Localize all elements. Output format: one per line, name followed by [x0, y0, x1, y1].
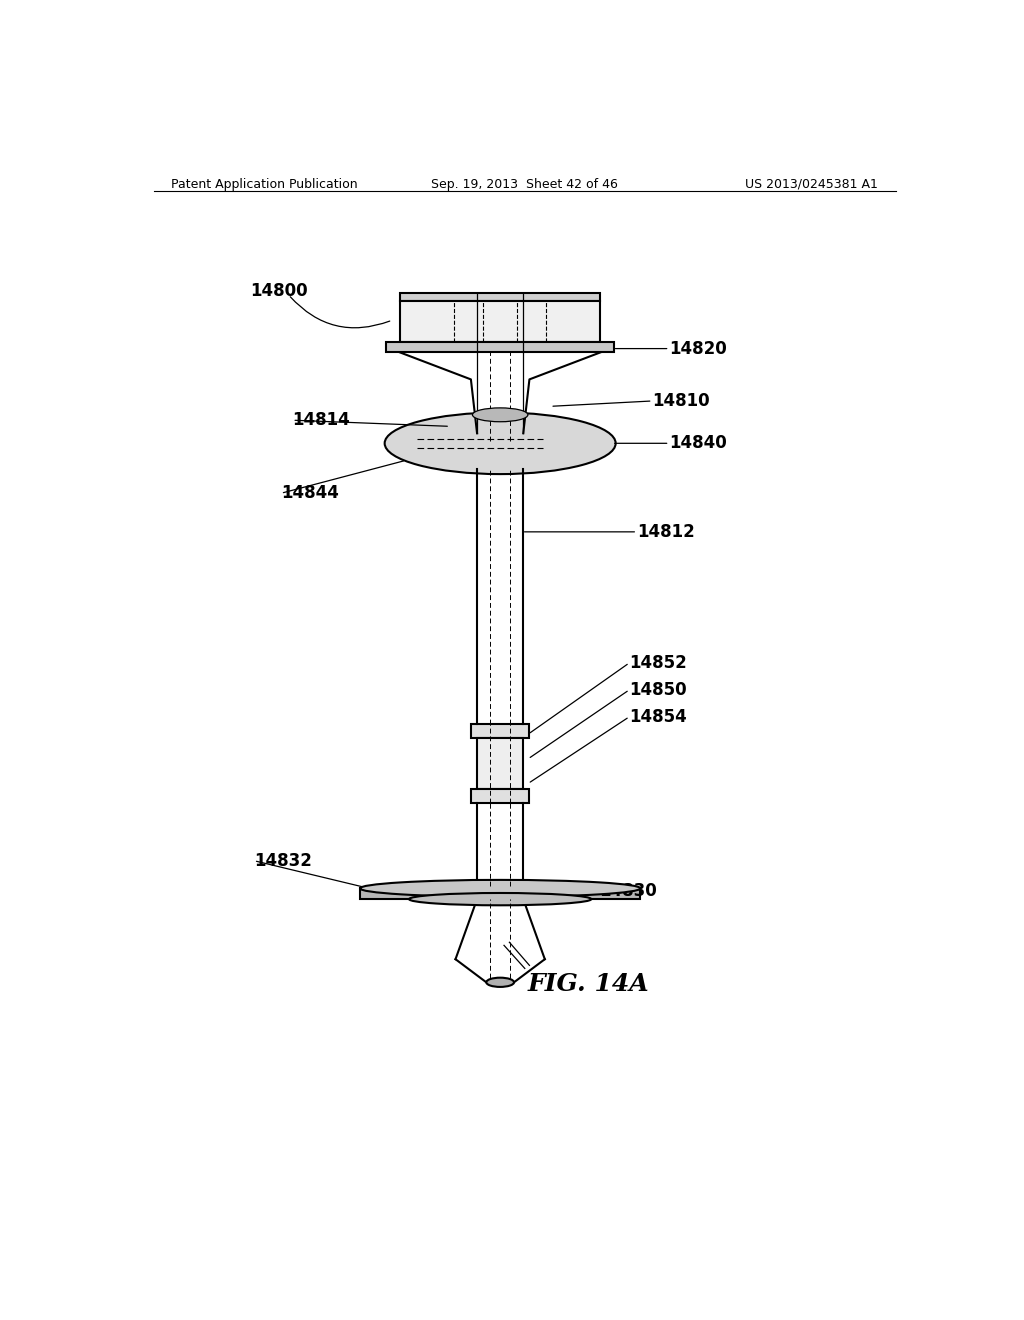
Text: 14850: 14850 — [630, 681, 687, 698]
Bar — [360, 888, 640, 899]
Bar — [386, 342, 614, 352]
Text: 14812: 14812 — [637, 523, 695, 541]
Text: 14814: 14814 — [292, 412, 350, 429]
Ellipse shape — [385, 413, 615, 474]
Text: 14832: 14832 — [254, 851, 311, 870]
Text: 14844: 14844 — [281, 484, 339, 503]
Text: 14810: 14810 — [652, 392, 711, 411]
Bar — [477, 738, 523, 789]
Text: Patent Application Publication: Patent Application Publication — [171, 178, 357, 190]
Text: FIG. 14A: FIG. 14A — [528, 972, 649, 995]
Text: 14840: 14840 — [670, 434, 727, 453]
Text: 14830: 14830 — [599, 883, 656, 900]
Ellipse shape — [472, 408, 528, 422]
Text: 14854: 14854 — [630, 708, 687, 726]
Bar — [471, 789, 529, 803]
Ellipse shape — [409, 892, 591, 906]
Bar — [400, 301, 600, 342]
Bar — [471, 725, 529, 738]
Ellipse shape — [486, 978, 514, 987]
Text: Sep. 19, 2013  Sheet 42 of 46: Sep. 19, 2013 Sheet 42 of 46 — [431, 178, 618, 190]
Ellipse shape — [360, 880, 640, 896]
Text: US 2013/0245381 A1: US 2013/0245381 A1 — [744, 178, 878, 190]
Bar — [400, 293, 600, 301]
Text: 14820: 14820 — [670, 339, 727, 358]
Text: 14852: 14852 — [630, 653, 687, 672]
Text: 14800: 14800 — [250, 282, 307, 300]
